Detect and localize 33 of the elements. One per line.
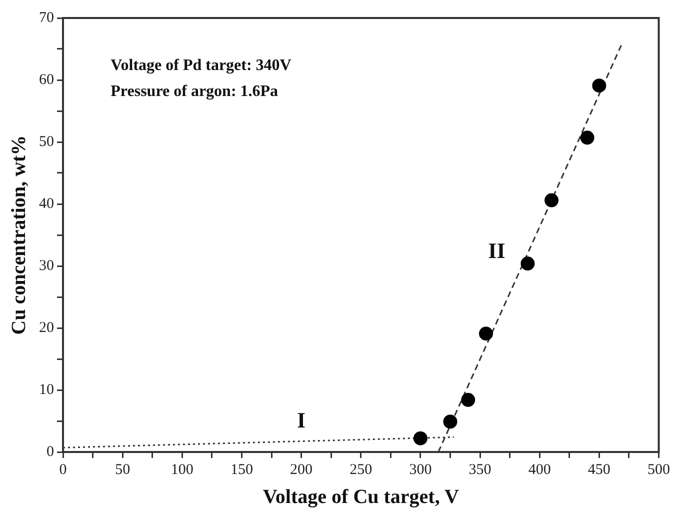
y-tick-label: 20 — [39, 320, 54, 336]
point — [520, 256, 535, 271]
point — [461, 392, 476, 407]
x-tick-label: 250 — [350, 462, 372, 478]
x-tick-label: 300 — [409, 462, 432, 478]
y-tick-label: 0 — [46, 444, 54, 460]
annotation: II — [488, 238, 506, 264]
x-axis-title: Voltage of Cu target, V — [262, 486, 460, 508]
point — [413, 431, 428, 446]
point — [478, 326, 493, 341]
x-tick-label: 50 — [115, 462, 130, 478]
point — [592, 78, 606, 93]
y-axis-title: Cu concentration, wt% — [8, 135, 30, 335]
x-tick-label: 400 — [528, 462, 551, 478]
x-tick-label: 200 — [290, 462, 313, 478]
annotation: Pressure of argon: 1.6Pa — [110, 82, 278, 100]
y-tick-label: 40 — [39, 196, 54, 212]
y-tick-label: 70 — [39, 10, 54, 26]
point — [443, 414, 458, 429]
x-tick-label: 500 — [648, 462, 670, 478]
x-tick-label: 0 — [59, 462, 67, 478]
annotation: Voltage of Pd target: 340V — [110, 56, 292, 74]
y-tick-label: 50 — [39, 134, 54, 150]
x-tick-label: 350 — [468, 462, 492, 478]
x-tick-label: 150 — [230, 462, 253, 478]
y-tick-label: 10 — [39, 382, 54, 398]
point — [580, 130, 594, 145]
annotation: I — [297, 407, 306, 432]
y-tick-label: 60 — [39, 72, 54, 88]
x-tick-label: 100 — [170, 462, 194, 478]
y-tick-label: 30 — [39, 258, 54, 274]
point — [544, 193, 559, 208]
x-tick-label: 450 — [588, 462, 610, 478]
